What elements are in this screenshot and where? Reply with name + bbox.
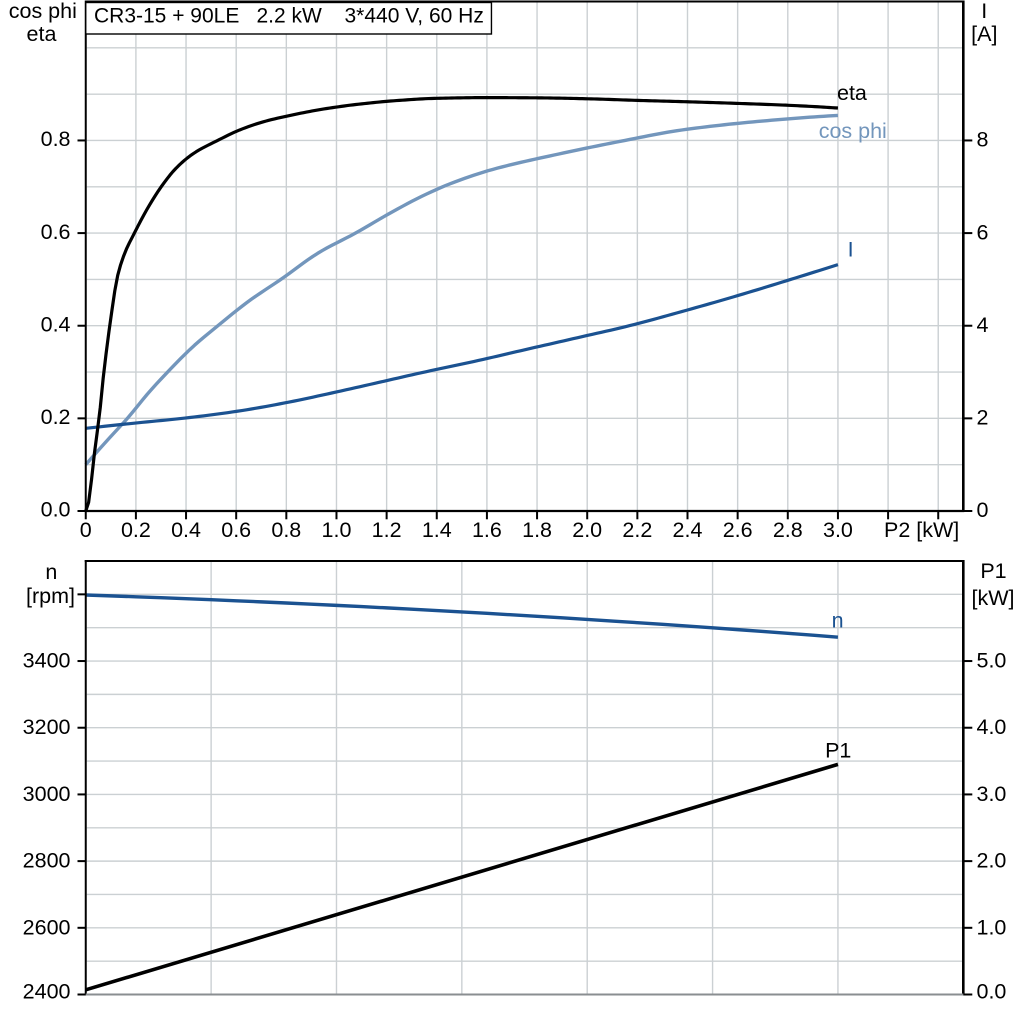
svg-text:1.2: 1.2 [372,518,402,542]
svg-text:1.0: 1.0 [322,518,352,542]
svg-text:2.0: 2.0 [572,518,602,542]
svg-text:1.0: 1.0 [977,915,1007,939]
svg-text:[A]: [A] [971,22,997,46]
svg-text:I: I [981,0,987,23]
svg-text:3200: 3200 [23,715,71,739]
svg-text:1.8: 1.8 [522,518,552,542]
svg-text:n: n [832,609,844,633]
svg-text:0.0: 0.0 [977,980,1007,1004]
svg-text:0.0: 0.0 [41,498,71,522]
svg-text:eta: eta [837,81,867,105]
svg-text:[kW]: [kW] [972,586,1015,610]
svg-text:2: 2 [977,406,989,430]
svg-text:4.0: 4.0 [977,715,1007,739]
svg-text:3000: 3000 [23,782,71,806]
svg-text:1.4: 1.4 [422,518,452,542]
svg-text:0.4: 0.4 [41,312,71,336]
svg-text:2.8: 2.8 [773,518,803,542]
svg-text:3*440 V, 60 Hz: 3*440 V, 60 Hz [345,4,484,27]
svg-text:0.8: 0.8 [271,518,301,542]
svg-text:2400: 2400 [23,980,71,1004]
svg-text:cos phi: cos phi [9,0,77,23]
svg-text:2800: 2800 [23,849,71,873]
svg-text:0.2: 0.2 [41,405,71,429]
svg-text:eta: eta [27,22,57,46]
svg-text:0.6: 0.6 [41,220,71,244]
svg-text:CR3-15 + 90LE: CR3-15 + 90LE [94,4,239,27]
svg-text:2.6: 2.6 [723,518,753,542]
svg-text:0.6: 0.6 [221,518,251,542]
svg-text:n: n [45,560,57,584]
svg-text:3.0: 3.0 [977,782,1007,806]
svg-text:I: I [848,238,854,262]
svg-text:2.2: 2.2 [622,518,652,542]
svg-text:P2 [kW]: P2 [kW] [884,518,959,542]
svg-text:1.6: 1.6 [472,518,502,542]
svg-text:P1: P1 [980,559,1006,583]
svg-text:0.2: 0.2 [121,518,151,542]
svg-text:8: 8 [977,128,989,152]
svg-text:5.0: 5.0 [977,649,1007,673]
svg-text:2.4: 2.4 [673,518,703,542]
svg-text:4: 4 [977,313,989,337]
svg-text:6: 6 [977,220,989,244]
svg-text:P1: P1 [825,739,851,763]
svg-text:3400: 3400 [23,649,71,673]
svg-text:2.0: 2.0 [977,849,1007,873]
svg-text:2600: 2600 [23,915,71,939]
svg-text:0.8: 0.8 [41,127,71,151]
svg-text:cos phi: cos phi [819,119,887,143]
svg-text:0: 0 [977,498,989,522]
svg-text:2.2 kW: 2.2 kW [257,4,323,27]
svg-text:3.0: 3.0 [823,518,853,542]
svg-text:0: 0 [80,518,92,542]
svg-text:[rpm]: [rpm] [26,584,75,608]
svg-text:0.4: 0.4 [171,518,201,542]
